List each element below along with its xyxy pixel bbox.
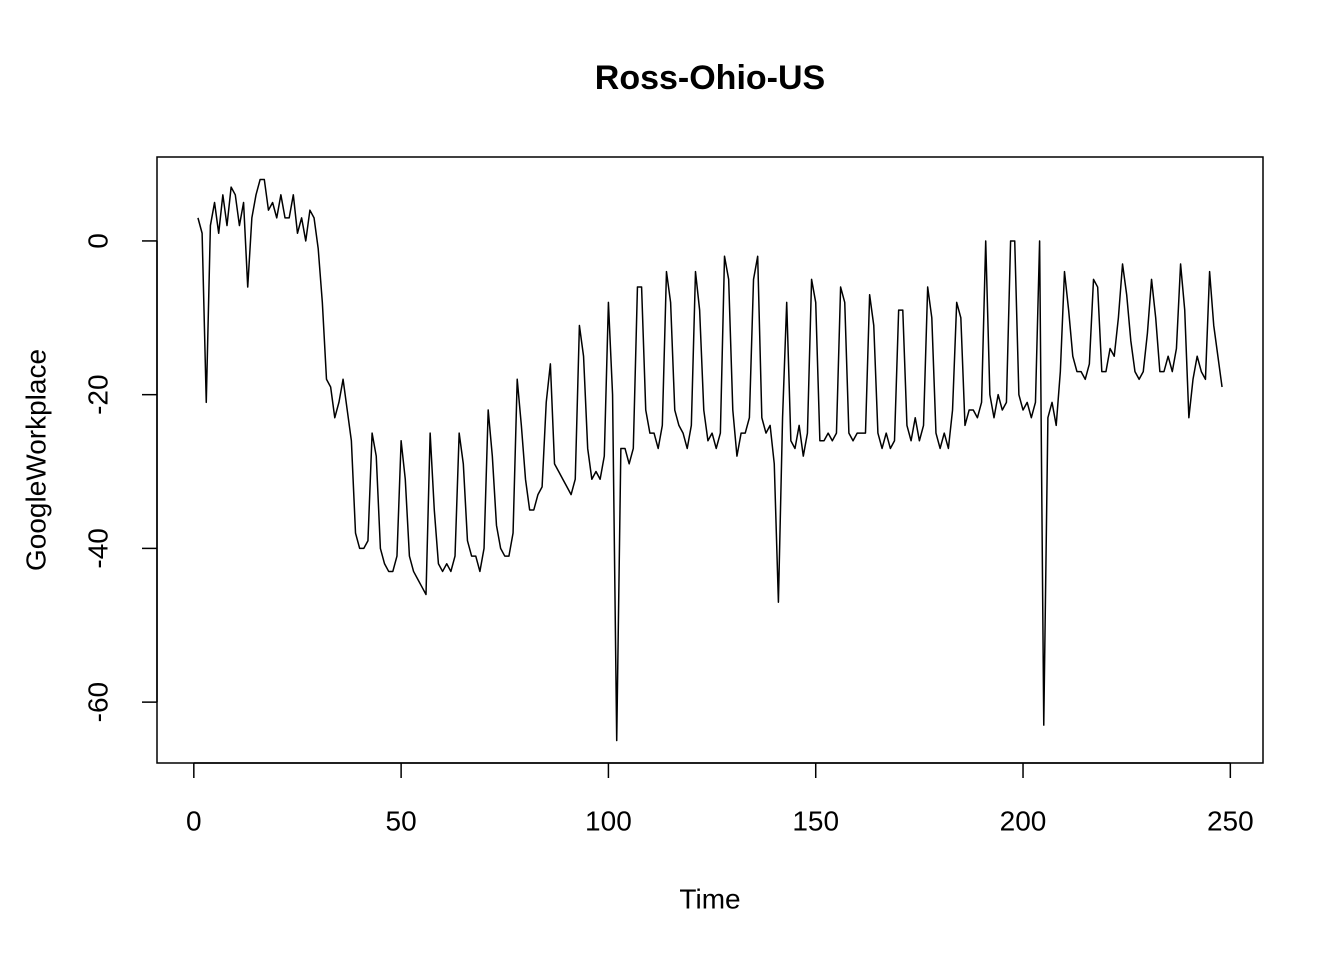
y-axis-label: GoogleWorkplace — [20, 349, 51, 571]
x-tick-label: 100 — [585, 805, 632, 836]
chart-title: Ross-Ohio-US — [595, 59, 825, 97]
x-tick-label: 0 — [186, 805, 202, 836]
x-tick-label: 50 — [386, 805, 417, 836]
y-tick-label: -60 — [82, 682, 113, 722]
x-tick-label: 150 — [792, 805, 839, 836]
x-axis-label: Time — [679, 883, 740, 914]
y-tick-label: -40 — [82, 528, 113, 568]
plot-box — [156, 156, 1264, 764]
x-tick-label: 250 — [1207, 805, 1254, 836]
y-tick-label: -20 — [82, 374, 113, 414]
x-tick-label: 200 — [1000, 805, 1047, 836]
y-tick-label: 0 — [82, 233, 113, 249]
data-line — [197, 178, 1223, 742]
